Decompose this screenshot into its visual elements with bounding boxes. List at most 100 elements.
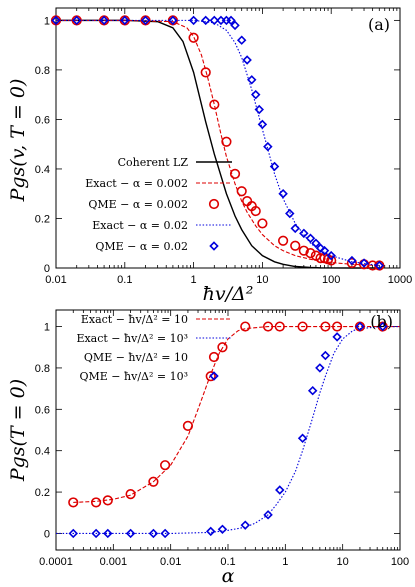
panel-a-legend-label: Exact − α = 0.002 xyxy=(85,177,188,190)
panel-a-ticks: 0.01 0.1 1 10 100 1000 0 0.2 0.4 0.6 0.8 1 xyxy=(35,8,412,286)
panel-a-data-point xyxy=(200,15,211,26)
panel-a-data-point xyxy=(346,257,358,269)
panel-b-data-point xyxy=(182,420,194,431)
panel-a-data-point xyxy=(250,205,261,217)
panel-b-xlabel: α xyxy=(222,565,235,587)
panel-b-data-point xyxy=(297,321,308,332)
panel-a-series-0 xyxy=(56,19,380,269)
panel-a-data-point xyxy=(290,223,300,234)
panel-a-data-point xyxy=(71,15,82,26)
panel-b-data-point xyxy=(355,321,365,332)
panel-a-ytick-label: 1 xyxy=(44,15,50,27)
panel-a-xtick-label: 100 xyxy=(322,274,340,286)
panel-b-data-point xyxy=(274,321,285,332)
panel-a-data-point xyxy=(200,67,211,78)
panel-a-xlabel: ħv/Δ² xyxy=(203,283,254,305)
panel-a-data-point xyxy=(140,15,151,26)
panel-b-data-point xyxy=(217,524,228,535)
panel-b-legend-sample xyxy=(209,371,219,381)
panel-a-data-point xyxy=(120,15,130,26)
panel-b-xtick-label: 100 xyxy=(391,556,409,568)
panel-b-series-line xyxy=(56,325,400,535)
panel-a-data-point xyxy=(236,186,247,197)
panel-b-data-point xyxy=(102,495,113,506)
panel-a-data-point xyxy=(374,260,385,271)
panel-a-data-point xyxy=(326,250,336,261)
panel-a-data-point xyxy=(242,55,252,65)
panel-b-data-point xyxy=(125,528,136,539)
panel-b-ytick-label: 0.2 xyxy=(35,487,50,499)
panel-a-legend: Coherent LZ Exact − α = 0.002 QME − α = 0.… xyxy=(85,156,232,253)
panel-a-ytick-label: 0.8 xyxy=(35,65,50,77)
panel-b-series-2 xyxy=(68,321,388,508)
panel-a-series xyxy=(50,15,385,271)
panel-a-legend-label: Coherent LZ xyxy=(118,156,189,169)
panel-b-series-0 xyxy=(73,325,400,503)
panel-b-data-point xyxy=(206,526,216,537)
panel-b-xtick-label: 1 xyxy=(282,556,288,568)
panel-a-data-point xyxy=(359,258,369,268)
panel-a-label: (a) xyxy=(368,15,390,34)
panel-b-frame xyxy=(55,309,401,551)
panel-a-data-point xyxy=(229,168,241,180)
panel-b-series-3 xyxy=(68,321,388,539)
panel-a-xtick-label: 10 xyxy=(256,274,268,286)
panel-b-data-point xyxy=(320,350,331,361)
panel-a-xtick-label: 1 xyxy=(191,274,197,286)
panel-a-data-point xyxy=(257,218,268,229)
panel-b-data-point xyxy=(240,520,250,530)
panel-b-series-line xyxy=(73,325,400,503)
panel-b-xtick-label: 0.01 xyxy=(160,556,181,568)
panel-a-data-point xyxy=(168,15,178,26)
panel-b-data-point xyxy=(160,528,170,539)
panel-a-xtick-label: 0.01 xyxy=(45,274,66,286)
panel-a-data-point xyxy=(278,188,288,199)
panel-b-legend-label: QME − ħv/Δ² = 10³ xyxy=(80,370,189,383)
panel-b-series xyxy=(56,321,400,539)
panel-a-ytick-label: 0.4 xyxy=(35,164,50,176)
panel-b-legend-label: Exact − ħv/Δ² = 10 xyxy=(81,313,188,326)
panel-a-data-point xyxy=(51,15,61,26)
panel-b-data-point xyxy=(148,528,159,539)
panel-a-data-point xyxy=(290,240,301,251)
panel-b-ticks: 0.0001 0.001 0.01 0.1 1 10 100 0 0.2 0.4 0.6 0.8 1 xyxy=(35,310,409,568)
panel-a-ytick-label: 0.2 xyxy=(35,213,50,225)
panel-a-data-point xyxy=(226,15,236,26)
panel-a-ylabel: Pgs(v, T = 0) xyxy=(7,79,29,203)
panel-a-frame xyxy=(55,7,401,269)
panel-a-data-point xyxy=(236,35,247,45)
panel-b-data-point xyxy=(307,385,318,396)
panel-b-xtick-label: 0.1 xyxy=(220,556,235,568)
panel-b-xtick-label: 0.0001 xyxy=(39,556,73,568)
panel-b-data-point xyxy=(297,433,308,444)
panel-a-legend-label: QME − α = 0.02 xyxy=(95,240,188,253)
panel-b-legend-sample xyxy=(208,351,220,363)
panel-b-data-point xyxy=(148,476,159,487)
panel-b-legend: Exact − ħv/Δ² = 10 Exact − ħv/Δ² = 10³ QME… xyxy=(76,313,232,383)
panel-a-data-point xyxy=(305,248,316,259)
panel-b-ytick-label: 0.4 xyxy=(35,446,50,458)
panel-a-data-point xyxy=(99,15,109,26)
panel-a-data-point xyxy=(257,119,268,130)
panel-a-series-line xyxy=(56,19,380,269)
panel-a-data-point xyxy=(209,15,220,26)
panel-b-data-point xyxy=(68,497,79,508)
panel-a-data-point xyxy=(269,161,280,172)
panel-b-data-point xyxy=(332,321,343,332)
panel-b: 0.0001 0.001 0.01 0.1 1 10 100 0 0.2 0.4 0.6 0.8 1 (… xyxy=(7,309,409,587)
panel-a-data-point xyxy=(311,238,321,248)
panel-a-data-point xyxy=(319,245,330,256)
panel-a-data-point xyxy=(278,235,289,246)
panel-a-legend-sample xyxy=(209,241,219,251)
panel-b-xtick-label: 10 xyxy=(337,556,349,568)
panel-b-data-point xyxy=(263,510,273,520)
panel-a-ytick-label: 0 xyxy=(44,263,50,275)
panel-b-ytick-label: 0.6 xyxy=(35,404,50,416)
panel-a-legend-label: Exact − α = 0.02 xyxy=(92,219,188,232)
panel-b-data-point xyxy=(90,497,102,508)
panel-a-data-point xyxy=(299,228,309,239)
panel-a-data-point xyxy=(188,15,199,26)
panel-a-data-point xyxy=(315,243,326,253)
panel-a-data-point xyxy=(347,255,357,266)
